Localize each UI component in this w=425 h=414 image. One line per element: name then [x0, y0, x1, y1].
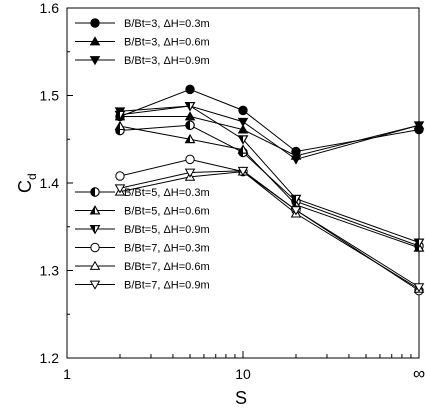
- series-line: [119, 105, 420, 243]
- data-point: [413, 283, 425, 293]
- legend-label: B/Bt=3, ΔH=0.6m: [124, 37, 210, 49]
- legend-label: B/Bt=5, ΔH=0.6m: [124, 206, 210, 218]
- data-point: [237, 117, 249, 127]
- y-tick-label: 1.5: [40, 88, 60, 104]
- data-point: [114, 184, 126, 194]
- legend-marker: [89, 36, 101, 46]
- legend-marker: [89, 280, 101, 290]
- data-point: [290, 206, 302, 216]
- series-line: [119, 105, 420, 160]
- data-point: [185, 120, 195, 130]
- data-point: [114, 110, 126, 120]
- legend-item: B/Bt=7, ΔH=0.9m: [75, 280, 210, 292]
- legend-item: B/Bt=5, ΔH=0.6m: [75, 205, 210, 218]
- data-point: [290, 194, 302, 204]
- data-point: [413, 121, 425, 131]
- legend-label: B/Bt=7, ΔH=0.3m: [124, 243, 210, 255]
- data-point: [237, 124, 249, 134]
- data-point: [290, 155, 302, 165]
- legend-label: B/Bt=3, ΔH=0.3m: [124, 18, 210, 30]
- y-tick-label: 1.3: [40, 263, 60, 279]
- legend-item: B/Bt=7, ΔH=0.3m: [75, 243, 210, 255]
- y-axis-title: Cd: [15, 173, 39, 193]
- data-point: [184, 134, 196, 144]
- x-tick-label: ∞: [413, 364, 425, 383]
- legend-marker: [90, 187, 100, 197]
- series-line: [119, 88, 420, 153]
- data-point: [184, 102, 196, 112]
- series-5: [114, 120, 425, 252]
- series-line: [119, 116, 420, 157]
- series-3: [114, 102, 425, 165]
- data-point: [115, 171, 125, 181]
- data-point: [185, 84, 195, 95]
- series-1: [115, 84, 424, 157]
- legend-item: B/Bt=5, ΔH=0.3m: [75, 187, 210, 199]
- data-point: [237, 135, 249, 145]
- data-point: [413, 238, 425, 248]
- x-axis-title: S: [235, 388, 247, 408]
- legend-marker: [89, 225, 101, 235]
- legend-marker: [89, 205, 101, 215]
- data-point: [237, 166, 249, 176]
- y-tick-label: 1.6: [40, 0, 60, 16]
- x-tick-label: 10: [235, 366, 251, 382]
- y-tick-label: 1.2: [40, 350, 60, 366]
- data-point: [184, 111, 196, 121]
- legend-marker: [90, 18, 100, 28]
- legend-item: B/Bt=3, ΔH=0.9m: [75, 55, 210, 67]
- x-tick-label: 1: [63, 366, 71, 382]
- y-tick-label: 1.4: [40, 175, 60, 191]
- data-point: [185, 154, 195, 165]
- legend-item: B/Bt=3, ΔH=0.3m: [75, 18, 210, 30]
- legend-item: B/Bt=7, ΔH=0.6m: [75, 260, 210, 273]
- legend-marker: [90, 242, 100, 253]
- data-point: [114, 120, 126, 130]
- legend-label: B/Bt=7, ΔH=0.6m: [124, 261, 210, 273]
- legend-item: B/Bt=5, ΔH=0.9m: [75, 224, 210, 236]
- data-point: [237, 144, 249, 154]
- legend-bottom-left: B/Bt=5, ΔH=0.3m B/Bt=5, ΔH=0.6m B/Bt=5, ΔH…: [75, 187, 210, 292]
- legend-marker: [89, 56, 101, 66]
- legend-label: B/Bt=5, ΔH=0.3m: [124, 187, 210, 199]
- legend-label: B/Bt=5, ΔH=0.9m: [124, 224, 210, 236]
- series-6: [114, 102, 425, 248]
- legend-label: B/Bt=7, ΔH=0.9m: [124, 280, 210, 292]
- series-9: [114, 166, 425, 293]
- data-point: [238, 105, 248, 116]
- plot-frame: [66, 7, 420, 359]
- legend-marker: [89, 260, 101, 270]
- legend-item: B/Bt=3, ΔH=0.6m: [75, 36, 210, 49]
- data-point: [184, 168, 196, 178]
- legend-label: B/Bt=3, ΔH=0.9m: [124, 55, 210, 67]
- legend-top-left: B/Bt=3, ΔH=0.3m B/Bt=3, ΔH=0.6m B/Bt=3, ΔH…: [75, 18, 210, 67]
- series-2: [114, 111, 425, 160]
